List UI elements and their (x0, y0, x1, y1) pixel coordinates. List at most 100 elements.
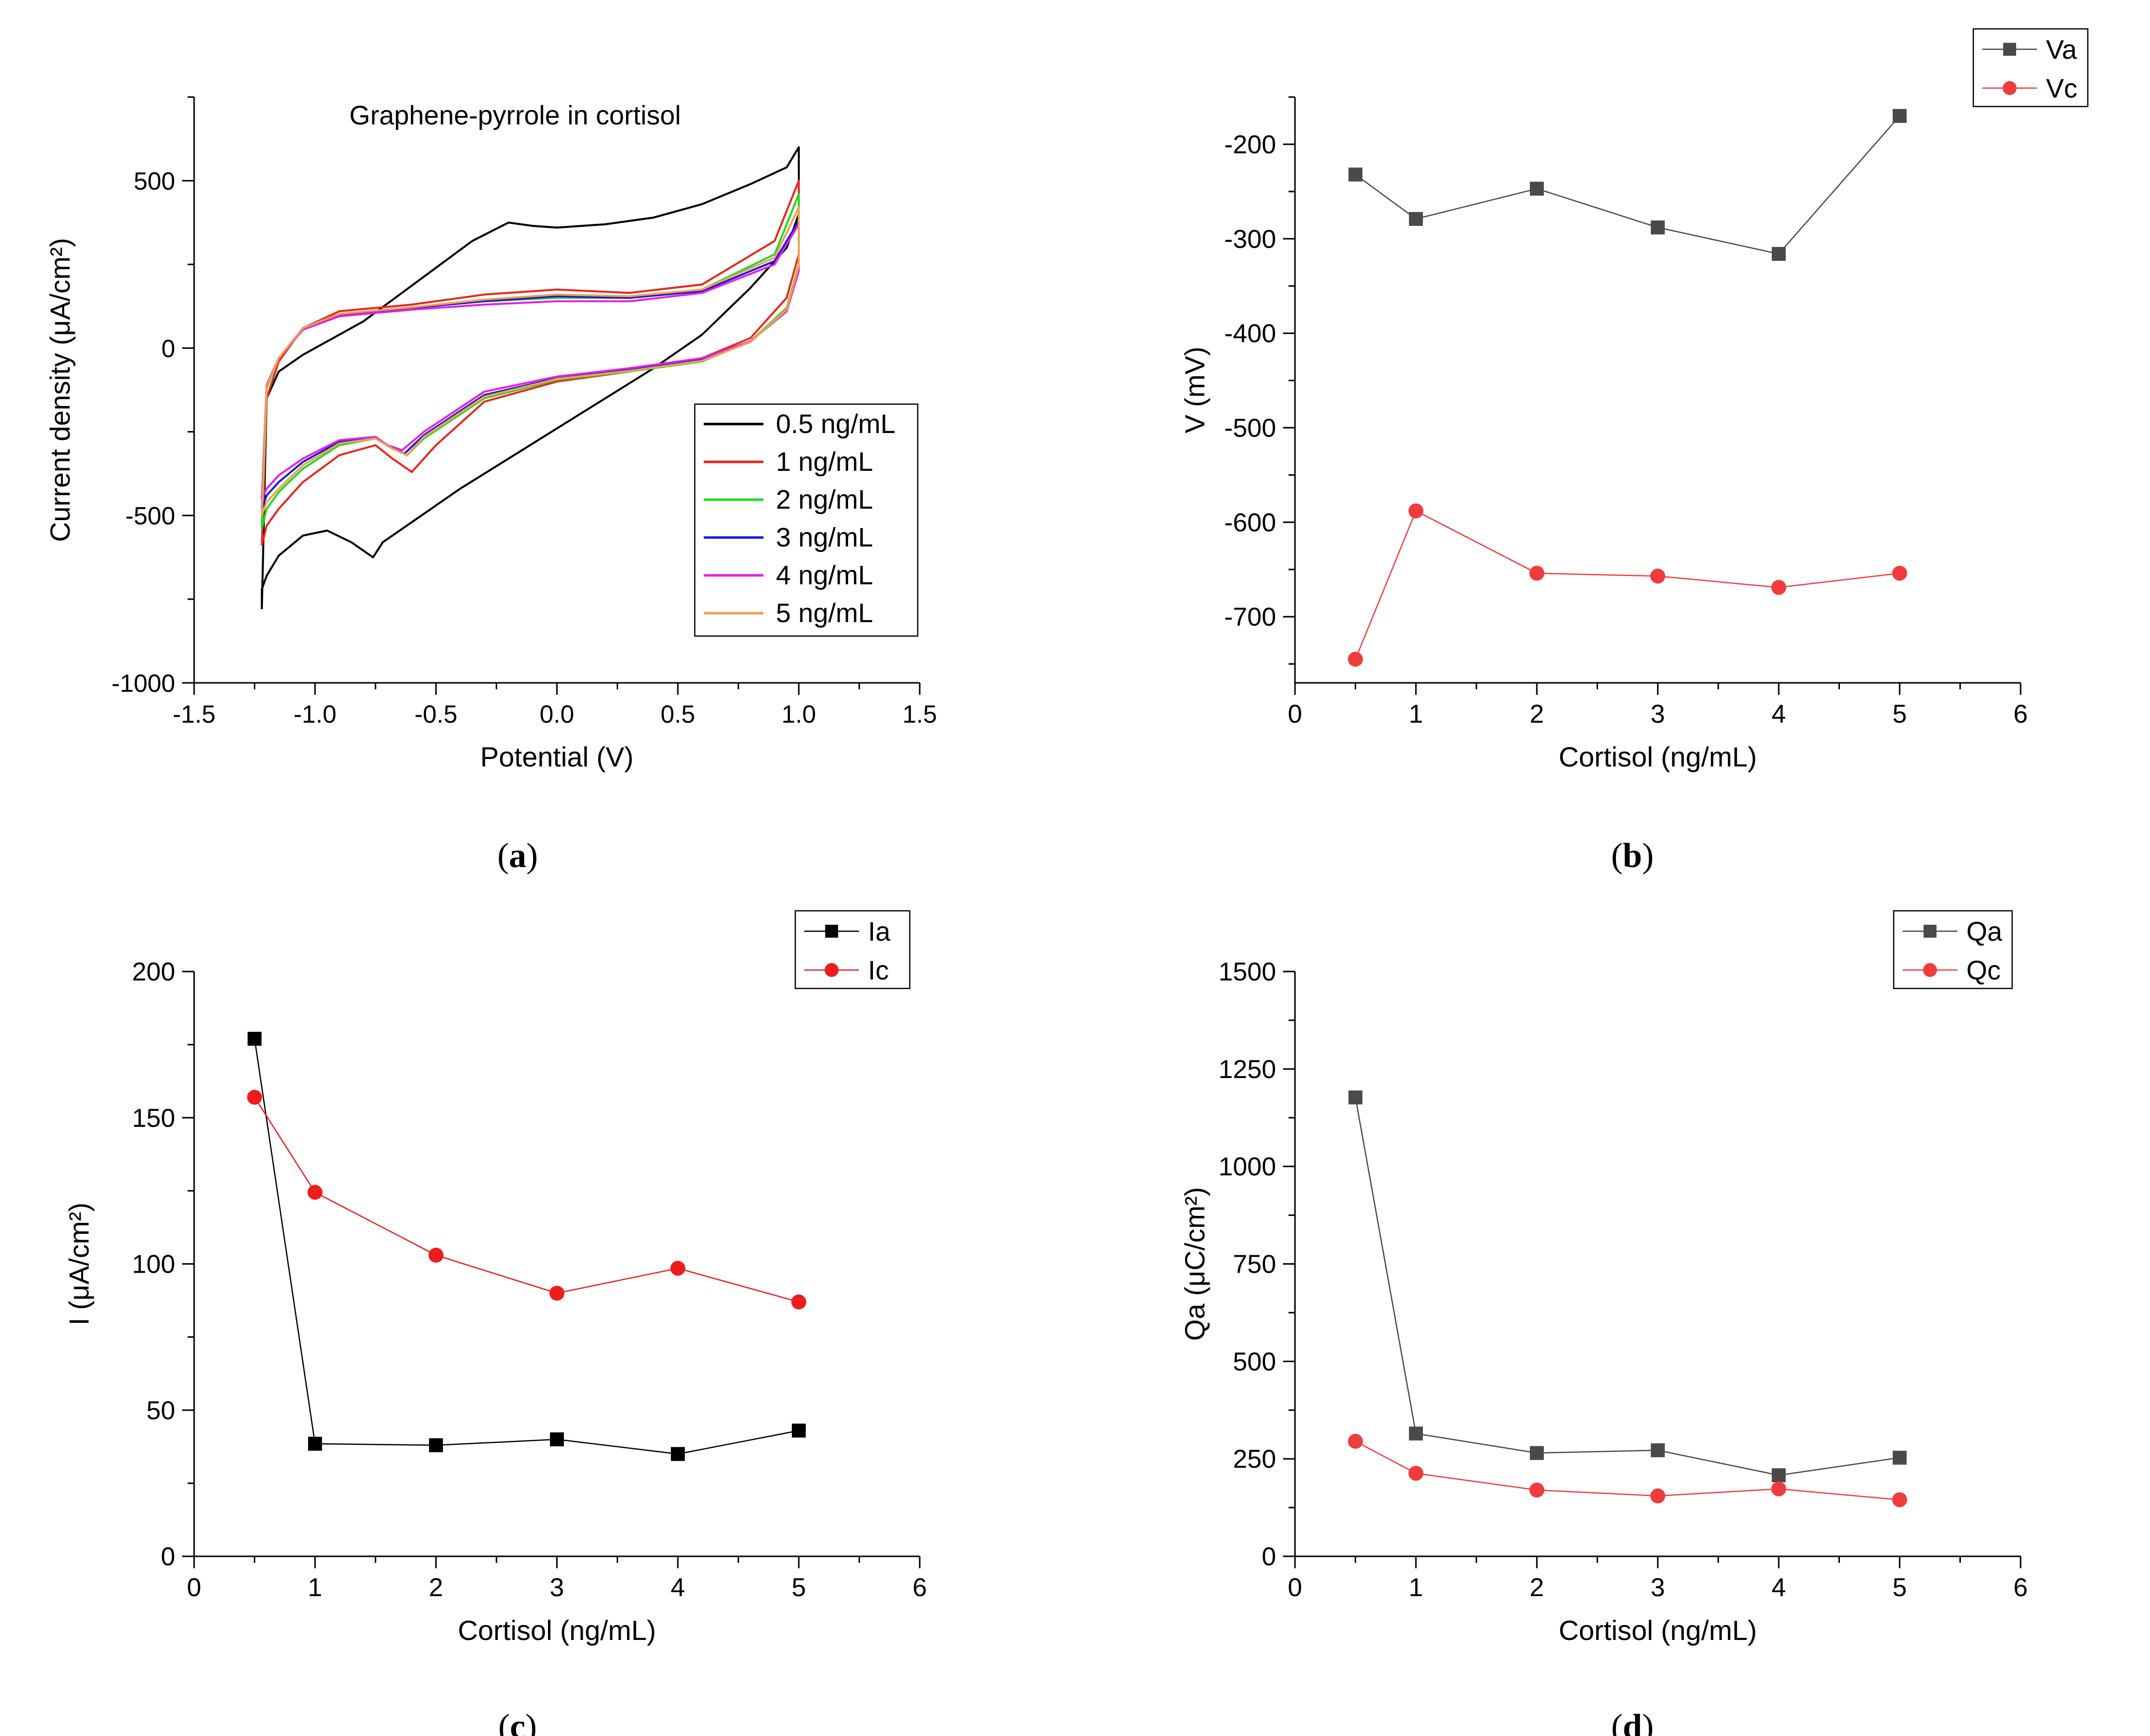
y-axis-label: Qa (μC/cm²) (1179, 1187, 1210, 1341)
panel-label-close-paren: ) (1642, 837, 1653, 875)
chart-title: Graphene-pyrrole in cortisol (349, 101, 681, 130)
x-tick-label: 0.0 (539, 700, 574, 728)
data-point-circle (1348, 1433, 1363, 1449)
x-tick-label: 3 (1651, 700, 1665, 729)
y-tick-label: 200 (132, 958, 175, 986)
data-point-square (1530, 1446, 1544, 1460)
x-tick-label: 5 (792, 1573, 806, 1602)
y-tick-label: 1250 (1218, 1055, 1276, 1084)
y-tick-label: 500 (1233, 1347, 1276, 1376)
x-tick-label: 5 (1893, 700, 1907, 729)
panel-label: (a) (497, 837, 538, 875)
x-tick-label: 2 (1530, 700, 1544, 729)
y-axis-label: V (mV) (1179, 346, 1210, 433)
series-line-va (1355, 115, 1900, 255)
legend-label: Qc (1966, 956, 2001, 985)
panel-label-close-paren: ) (526, 1708, 537, 1736)
y-tick-label: 1000 (1218, 1153, 1276, 1182)
data-point-circle (1892, 565, 1907, 581)
x-tick-label: -1.5 (173, 700, 215, 728)
legend-box (1972, 28, 2089, 108)
y-axis-label: Current density (μA/cm²) (44, 238, 76, 542)
legend-label: 3 ng/mL (776, 523, 873, 552)
x-tick-label: 1.5 (902, 700, 937, 728)
legend-label: Va (2046, 35, 2077, 65)
legend-label: Ic (868, 956, 889, 985)
data-point-circle (791, 1294, 806, 1309)
x-tick-label: -0.5 (415, 700, 457, 728)
data-point-square (1651, 1443, 1665, 1457)
data-point-circle (1348, 651, 1363, 667)
panel-label-open-paren: ( (497, 837, 509, 875)
legend-label: 5 ng/mL (776, 598, 873, 628)
y-tick-label: 250 (1233, 1445, 1276, 1474)
x-tick-label: 6 (913, 1573, 927, 1602)
y-tick-label: 1500 (1218, 958, 1276, 986)
legend-marker-square (1924, 925, 1936, 938)
data-point-circle (670, 1261, 685, 1276)
y-tick-label: 500 (134, 167, 175, 195)
y-tick-label: -500 (1224, 414, 1276, 442)
data-point-circle (1408, 503, 1423, 519)
data-point-circle (1892, 1492, 1907, 1508)
panel-label-letter: b (1623, 837, 1642, 875)
x-tick-label: 2 (429, 1573, 443, 1602)
y-tick-label: 150 (132, 1104, 175, 1133)
chart-panel-b: 0 1 2 3 4 5 6 -700 -600 -500 -400 -300 -200 Cortisol … (1179, 28, 2089, 875)
y-tick-label: 750 (1233, 1250, 1276, 1279)
data-point-circle (308, 1185, 322, 1200)
x-tick-label: 0 (1288, 1573, 1302, 1602)
series-line-1-ng-ml (261, 180, 800, 546)
data-point-square (1348, 167, 1363, 182)
data-point-square (1348, 1090, 1363, 1105)
data-point-square (550, 1432, 564, 1446)
panel-label-open-paren: ( (1611, 1708, 1622, 1736)
y-tick-label: -200 (1224, 130, 1276, 159)
x-axis-label: Cortisol (ng/mL) (1559, 1615, 1757, 1646)
legend-label: 0.5 ng/mL (776, 409, 895, 439)
x-axis-label: Cortisol (ng/mL) (458, 1615, 656, 1646)
data-point-square (1651, 220, 1665, 234)
panel-label: (c) (498, 1708, 537, 1736)
data-point-square (1409, 212, 1423, 226)
x-tick-label: 1 (1409, 700, 1423, 729)
x-tick-label: 1 (308, 1573, 322, 1602)
panel-label-letter: d (1623, 1708, 1642, 1736)
y-tick-label: 50 (146, 1396, 175, 1425)
chart-panel-a: -1.5 -1.0 -0.5 0.0 0.5 1.0 1.5 -1000 -500 0 500 Pot… (44, 96, 937, 875)
legend-label: 2 ng/mL (776, 485, 873, 515)
series-line-qc (1355, 1440, 1900, 1501)
x-tick-label: 3 (550, 1573, 564, 1602)
legend-label: Vc (2046, 74, 2077, 104)
x-tick-label: 4 (1772, 1573, 1786, 1602)
x-tick-label: 0 (187, 1573, 202, 1602)
data-point-circle (429, 1247, 443, 1263)
data-point-circle (1771, 1481, 1786, 1497)
data-point-square (671, 1447, 685, 1461)
series-line-ic (254, 1096, 799, 1303)
data-point-circle (1408, 1466, 1423, 1481)
x-tick-label: 2 (1530, 1573, 1544, 1602)
x-tick-label: 4 (671, 1573, 685, 1602)
data-point-square (1409, 1426, 1423, 1441)
y-tick-label: -600 (1224, 508, 1276, 537)
data-point-square (247, 1032, 262, 1046)
panel-label-close-paren: ) (1642, 1708, 1653, 1736)
legend-marker-square (825, 925, 838, 938)
legend-marker-circle (825, 963, 839, 977)
data-point-square (1893, 108, 1907, 123)
legend-label: Qa (1966, 917, 2003, 947)
panel-label-open-paren: ( (498, 1708, 510, 1736)
panel-label-open-paren: ( (1611, 837, 1622, 875)
data-point-square (1893, 1450, 1907, 1465)
data-point-circle (247, 1089, 262, 1105)
y-tick-label: 0 (161, 1542, 175, 1571)
data-point-circle (1650, 1488, 1665, 1504)
series-line-qa (1355, 1097, 1900, 1476)
x-axis-label: Cortisol (ng/mL) (1559, 741, 1757, 772)
chart-panel-d: 0 1 2 3 4 5 6 0 250 500 750 1000 1250 1500 Cortisol (n… (1179, 910, 2028, 1736)
y-tick-label: 0 (161, 334, 175, 362)
x-tick-label: 0 (1288, 700, 1302, 729)
x-tick-label: 1 (1409, 1573, 1423, 1602)
